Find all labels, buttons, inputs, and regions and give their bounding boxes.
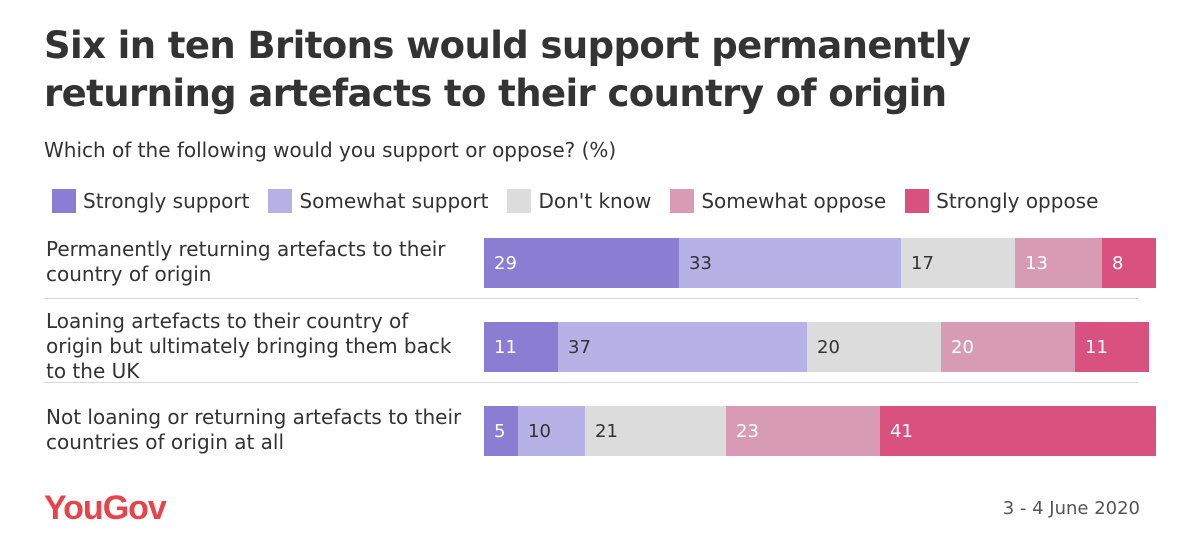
legend-swatch xyxy=(507,189,532,213)
data-label: 11 xyxy=(1085,336,1108,358)
data-label: 41 xyxy=(890,420,913,442)
bar-segment-don-t-know: 20 xyxy=(807,322,941,372)
row-divider xyxy=(44,298,1138,299)
legend-swatch xyxy=(905,189,930,213)
data-label: 13 xyxy=(1025,252,1048,274)
data-label: 33 xyxy=(689,252,712,274)
row-label: Loaning artefacts to their country of or… xyxy=(46,309,452,383)
bar-segment-somewhat-oppose: 13 xyxy=(1015,238,1102,288)
chart-subtitle: Which of the following would you support… xyxy=(44,138,617,162)
legend-item-don-t-know: Don't know xyxy=(507,189,651,213)
bar-segment-somewhat-support: 37 xyxy=(558,322,807,372)
legend-swatch xyxy=(52,189,76,213)
legend-item-somewhat-oppose: Somewhat oppose xyxy=(670,189,886,213)
legend-label: Strongly support xyxy=(83,189,250,213)
bar-segment-somewhat-support: 10 xyxy=(518,406,585,456)
row-divider xyxy=(44,382,1138,383)
data-label: 23 xyxy=(736,420,759,442)
legend-item-somewhat-support: Somewhat support xyxy=(268,189,488,213)
bar-segment-strongly-oppose: 41 xyxy=(880,406,1156,456)
chart-title: Six in ten Britons would support permane… xyxy=(44,24,971,115)
bar-segment-strongly-support: 11 xyxy=(484,322,558,372)
data-label: 11 xyxy=(494,336,517,358)
legend-item-strongly-oppose: Strongly oppose xyxy=(905,189,1098,213)
survey-date: 3 - 4 June 2020 xyxy=(1002,498,1140,519)
row-label: Permanently returning artefacts to their… xyxy=(46,237,446,286)
data-label: 20 xyxy=(951,336,974,358)
row-label: Not loaning or returning artefacts to th… xyxy=(46,405,462,454)
bar-segment-strongly-support: 29 xyxy=(484,238,679,288)
legend-label: Somewhat support xyxy=(299,189,489,213)
bar-segment-don-t-know: 21 xyxy=(585,406,726,456)
data-label: 20 xyxy=(817,336,840,358)
legend-swatch xyxy=(268,189,293,213)
bar-segment-don-t-know: 17 xyxy=(901,238,1015,288)
bar-segment-strongly-oppose: 11 xyxy=(1075,322,1149,372)
legend-swatch xyxy=(670,189,695,213)
chart-legend: Strongly support Somewhat support Don't kn… xyxy=(52,185,1117,217)
data-label: 10 xyxy=(528,420,551,442)
yougov-logo: YouGov xyxy=(44,489,167,527)
data-label: 29 xyxy=(494,252,517,274)
legend-label: Don't know xyxy=(538,189,652,213)
data-label: 21 xyxy=(595,420,618,442)
bar-segment-strongly-support: 5 xyxy=(484,406,518,456)
legend-item-strongly-support: Strongly support xyxy=(52,189,249,213)
bar-segment-somewhat-support: 33 xyxy=(679,238,901,288)
data-label: 5 xyxy=(494,420,506,442)
bar-segment-strongly-oppose: 8 xyxy=(1102,238,1156,288)
bar-segment-somewhat-oppose: 20 xyxy=(941,322,1075,372)
data-label: 17 xyxy=(911,252,934,274)
data-label: 37 xyxy=(568,336,591,358)
legend-label: Somewhat oppose xyxy=(701,189,887,213)
bar-segment-somewhat-oppose: 23 xyxy=(726,406,880,456)
data-label: 8 xyxy=(1112,252,1124,274)
legend-label: Strongly oppose xyxy=(936,189,1099,213)
